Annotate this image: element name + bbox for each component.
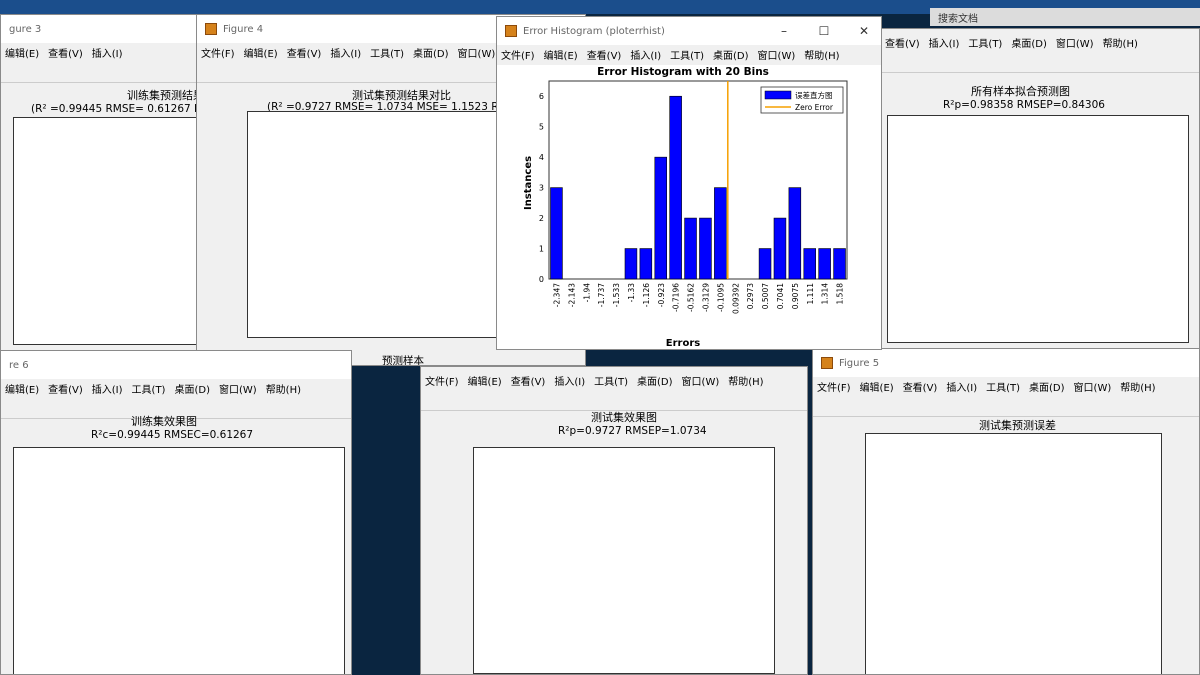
x-tick-label: 1.314 <box>821 283 830 305</box>
x-tick-label: 0.9075 <box>791 283 800 309</box>
y-axis-label: Instances <box>523 156 534 210</box>
plot-subtitle: R²c=0.99445 RMSEC=0.61267 <box>91 429 254 441</box>
x-axis-label: Errors <box>666 338 700 349</box>
figure-icon <box>505 25 517 37</box>
plot-title: 测试集预测误差 <box>979 419 1056 432</box>
plot-subtitle: R²p=0.98358 RMSEP=0.84306 <box>943 99 1105 111</box>
x-tick-label: -0.5162 <box>687 283 696 312</box>
window-title: Figure 4 <box>223 23 264 35</box>
menu-bar: 文件(F)编辑(E)查看(V)插入(I)工具(T)桌面(D)窗口(W)帮助(H) <box>425 377 764 388</box>
figure-icon <box>821 357 833 369</box>
figure-icon <box>205 23 217 35</box>
figure-test-effect-window[interactable]: 文件(F) 编辑(E) 查看(V) 插入(I) 工具(T) 桌面(D) 窗口(W) 帮助(H)… <box>420 366 808 675</box>
histogram-bar <box>714 187 727 280</box>
svg-text:Zero Error: Zero Error <box>795 103 834 112</box>
toolbar <box>813 396 1199 417</box>
x-tick-label: -0.7196 <box>672 283 681 312</box>
window-title: gure 3 <box>9 23 42 35</box>
window-title: Error Histogram (ploterrhist) <box>523 25 665 37</box>
histogram-bar <box>758 248 772 280</box>
y-tick-label: 3 <box>539 184 544 193</box>
histogram-bar <box>654 156 668 280</box>
menu-bar: 查看(V) 插入(I) 工具(T) 桌面(D) 窗口(W) 帮助(H) <box>885 39 1138 50</box>
histogram-bar <box>550 187 563 280</box>
histogram-bar <box>803 248 816 280</box>
search-label[interactable]: 搜索文档 <box>938 13 978 25</box>
histogram-bar <box>699 217 712 280</box>
x-tick-label: -1.533 <box>612 283 621 307</box>
x-tick-label: -2.347 <box>552 283 561 307</box>
toolbar <box>421 390 807 411</box>
y-tick-label: 2 <box>539 214 544 223</box>
error-histogram-window[interactable]: Error Histogram (ploterrhist) – ☐ ✕ 文件(F) 编辑… <box>496 16 882 350</box>
x-tick-label: 0.2973 <box>746 283 755 309</box>
plot-axes <box>473 447 775 674</box>
x-tick-label: -0.3129 <box>701 283 710 312</box>
figure-all-samples-window[interactable]: 查看(V) 插入(I) 工具(T) 桌面(D) 窗口(W) 帮助(H) 所有样本拟合预测图… <box>880 28 1200 356</box>
toolbar <box>197 62 585 83</box>
toolbar <box>881 52 1199 73</box>
menu-bar: 文件(F)编辑(E)查看(V)插入(I)工具(T)桌面(D)窗口(W)帮助(H) <box>817 383 1156 394</box>
figure3-window[interactable]: gure 3 编辑(E) 查看(V) 插入(I) 训练集预测结果 (R² =0.99… <box>0 14 212 354</box>
x-tick-label: 1.111 <box>806 283 815 305</box>
histogram-bar <box>624 248 638 280</box>
plot-subtitle: (R² =0.99445 RMSE= 0.61267 MSE= <box>31 103 212 115</box>
window-title: re 6 <box>9 359 29 371</box>
x-tick-label: -0.923 <box>657 283 666 307</box>
figure5-window[interactable]: Figure 5 文件(F) 编辑(E) 查看(V) 插入(I) 工具(T) 桌面(D) 窗… <box>812 348 1200 675</box>
y-tick-label: 6 <box>539 92 544 101</box>
x-tick-label: -1.126 <box>642 283 651 307</box>
window-title: Figure 5 <box>839 357 880 369</box>
plot-axes <box>865 433 1162 674</box>
y-tick-label: 4 <box>539 153 544 162</box>
matlab-toolbar: 搜索文档 <box>930 8 1200 26</box>
plot-title: 测试集预测结果对比 <box>352 89 451 102</box>
plot-title: 所有样本拟合预测图 <box>971 85 1070 98</box>
plot-subtitle: (R² =0.9727 RMSE= 1.0734 MSE= 1.1523 RPD… <box>267 101 532 113</box>
histogram-bar <box>833 248 846 280</box>
plot-axes <box>13 447 345 674</box>
histogram-bar <box>639 248 653 280</box>
chart-title: Error Histogram with 20 Bins <box>597 66 769 78</box>
histogram-bar <box>773 217 787 280</box>
plot-axes <box>13 117 203 345</box>
close-button[interactable]: ✕ <box>858 24 870 38</box>
histogram-bar <box>669 95 682 280</box>
maximize-button[interactable]: ☐ <box>818 24 830 38</box>
plot-title: 训练集预测结果 <box>127 89 204 102</box>
svg-text:误差直方图: 误差直方图 <box>795 90 833 100</box>
menu-bar: 文件(F)编辑(E)查看(V)插入(I)工具(T)桌面(D)窗口(W)帮助(H) <box>501 51 840 62</box>
plot-axes <box>887 115 1189 343</box>
y-tick-label: 0 <box>539 275 544 284</box>
x-tick-label: -1.33 <box>627 283 636 303</box>
histogram-bar <box>684 217 697 280</box>
x-axis-label: 预测样本 <box>382 355 424 366</box>
menu-bar: 编辑(E) 查看(V) 插入(I) <box>5 49 123 60</box>
toolbar <box>1 62 211 83</box>
x-tick-label: 0.5007 <box>761 283 770 309</box>
x-tick-label: 0.09392 <box>731 283 740 314</box>
x-tick-label: -1.737 <box>597 283 606 307</box>
minimize-button[interactable]: – <box>781 24 787 38</box>
x-tick-label: -1.94 <box>582 283 591 303</box>
x-tick-label: 1.518 <box>836 283 845 305</box>
plot-subtitle: R²p=0.9727 RMSEP=1.0734 <box>558 425 707 437</box>
menu-bar: 编辑(E) 查看(V) 插入(I) 工具(T) 桌面(D) 窗口(W) 帮助(H) <box>5 385 302 396</box>
plot-title: 测试集效果图 <box>591 411 657 424</box>
toolbar <box>1 398 351 419</box>
y-tick-label: 5 <box>539 123 544 132</box>
x-tick-label: -2.143 <box>567 283 576 307</box>
figure6-window[interactable]: re 6 编辑(E) 查看(V) 插入(I) 工具(T) 桌面(D) 窗口(W) 帮助(H)… <box>0 350 352 675</box>
y-tick-label: 1 <box>539 245 544 254</box>
histogram-bar <box>818 248 831 280</box>
x-tick-label: 0.7041 <box>776 283 785 309</box>
histogram-bar <box>788 187 802 280</box>
legend: 误差直方图 Zero Error <box>760 86 844 114</box>
histogram-chart: Error Histogram with 20 Bins 0 1 2 3 4 5 6 -2.… <box>523 66 848 349</box>
plot-title: 训练集效果图 <box>131 415 197 428</box>
x-tick-label: -0.1095 <box>716 283 725 312</box>
desktop-top-strip <box>0 0 1200 14</box>
